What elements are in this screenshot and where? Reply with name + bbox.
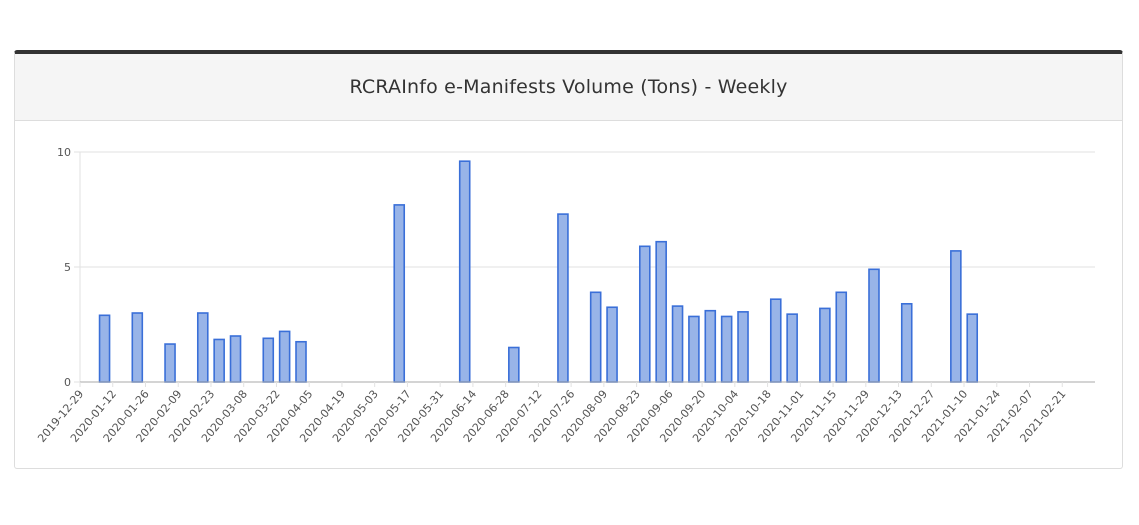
bar[interactable] (278, 330, 291, 383)
bar[interactable] (458, 160, 471, 383)
bar[interactable] (737, 311, 749, 383)
bar[interactable] (868, 268, 880, 383)
bar[interactable] (638, 245, 651, 383)
y-tick-label: 10 (57, 146, 71, 159)
bar[interactable] (786, 313, 798, 383)
bar[interactable] (769, 298, 782, 383)
bar[interactable] (819, 307, 831, 383)
bar[interactable] (835, 291, 848, 383)
bar[interactable] (393, 204, 406, 383)
y-tick-label: 0 (64, 376, 71, 389)
bar[interactable] (229, 335, 242, 383)
y-tick-label: 5 (64, 261, 71, 274)
bar[interactable] (966, 313, 979, 383)
bar[interactable] (950, 250, 962, 383)
x-axis (79, 152, 1095, 383)
bars (98, 160, 979, 383)
bar[interactable] (295, 340, 307, 383)
bar[interactable] (704, 309, 717, 383)
panel-heading: RCRAInfo e-Manifests Volume (Tons) - Wee… (15, 54, 1122, 121)
bar[interactable] (196, 312, 209, 383)
y-axis-ticks: 0 5 10 (57, 146, 80, 389)
grid-lines (80, 151, 1095, 268)
bar[interactable] (131, 312, 144, 383)
bar[interactable] (262, 337, 275, 383)
bar[interactable] (720, 315, 733, 383)
bar[interactable] (213, 338, 225, 383)
chart-title: RCRAInfo e-Manifests Volume (Tons) - Wee… (349, 76, 788, 98)
bar[interactable] (671, 305, 684, 383)
bar[interactable] (557, 213, 569, 383)
chart-panel: RCRAInfo e-Manifests Volume (Tons) - Wee… (14, 50, 1123, 469)
x-axis-ticks: 2019-12-292020-01-122020-01-262020-02-09… (35, 382, 1069, 445)
bar[interactable] (589, 291, 602, 383)
bar[interactable] (508, 346, 520, 383)
bar[interactable] (164, 343, 176, 383)
bar[interactable] (655, 240, 667, 383)
bar[interactable] (98, 314, 111, 383)
bar[interactable] (900, 302, 913, 383)
bar[interactable] (606, 306, 618, 383)
bar[interactable] (688, 315, 700, 383)
